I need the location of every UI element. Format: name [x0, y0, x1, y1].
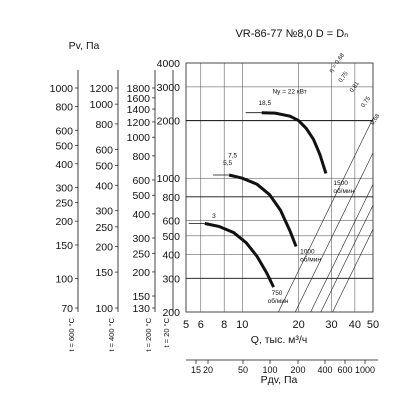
y-tick-label: 3000 — [157, 82, 181, 94]
speed-unit-label: об/мин — [268, 297, 289, 305]
power-label: 18,5 — [258, 100, 271, 107]
temperature-tick-label: 250 — [132, 248, 150, 260]
x-tick-label: 10 — [236, 319, 248, 331]
temperature-tick-label: 400 — [55, 159, 73, 171]
efficiency-label: 0,68 — [370, 113, 382, 127]
chart-title: VR-86-77 №8,0 D = Dₙ — [235, 28, 348, 40]
temperature-tick-label: 500 — [55, 140, 73, 152]
pdv-tick-label: 100 — [262, 365, 277, 375]
efficiency-line — [310, 184, 374, 313]
pdv-tick-label: 1000 — [355, 365, 375, 375]
temperature-tick-label: 1000 — [90, 99, 114, 111]
temperature-tick-label: 300 — [55, 183, 73, 195]
x-tick-label: 50 — [367, 319, 379, 331]
temperature-tick-label: 100 — [55, 273, 73, 285]
temperature-tick-label: 100 — [95, 303, 113, 315]
y-tick-label: 200 — [162, 307, 180, 319]
pv-axis-label: Pv, Па — [69, 40, 100, 52]
temperature-tick-label: 150 — [55, 240, 73, 252]
temperature-tick-label: 400 — [95, 180, 113, 192]
temperature-tick-label: 300 — [95, 206, 113, 218]
speed-label: 1000 — [300, 248, 315, 255]
pdv-tick-label: 200 — [290, 365, 305, 375]
temperature-tick-label: 250 — [95, 222, 113, 234]
x-tick-label: 8 — [221, 319, 227, 331]
efficiency-line — [278, 118, 374, 313]
pdv-tick-label: 15 — [191, 365, 201, 375]
temperature-tick-label: 150 — [95, 267, 113, 279]
temperature-scale-label: t = 400 °C — [107, 317, 116, 351]
pdv-tick-label: 400 — [317, 365, 332, 375]
temperature-tick-label: 600 — [95, 144, 113, 156]
performance-curve — [204, 222, 275, 288]
temperature-tick-label: 500 — [132, 190, 150, 202]
temperature-tick-label: 1400 — [127, 104, 151, 116]
pdv-tick-label: 20 — [203, 365, 213, 375]
pdv-tick-label: 50 — [238, 365, 248, 375]
temperature-scale-label: t = 600 °C — [67, 317, 76, 351]
y-tick-label: 4000 — [157, 58, 181, 70]
temperature-tick-label: 500 — [95, 161, 113, 173]
temperature-scale-label: t = 200 °C — [144, 317, 153, 351]
speed-unit-label: об/мин — [333, 187, 354, 195]
temperature-tick-label: 600 — [55, 125, 73, 137]
x-tick-label: 30 — [325, 319, 337, 331]
y-tick-label: 400 — [162, 249, 180, 261]
temperature-tick-label: 130 — [132, 303, 150, 315]
efficiency-line — [320, 205, 374, 313]
pdv-tick-label: 600 — [337, 365, 352, 375]
speed-unit-label: об/мин — [300, 255, 321, 263]
y-tick-label: 600 — [162, 216, 180, 228]
temperature-tick-label: 1200 — [127, 117, 151, 129]
x-tick-label: 20 — [292, 319, 304, 331]
x-axis-label: Q, тыс. м³/ч — [251, 334, 308, 346]
speed-label: 1500 — [333, 180, 348, 187]
pdv-axis-label: Pдv, Па — [261, 374, 298, 386]
temperature-tick-label: 1600 — [127, 93, 151, 105]
x-tick-label: 40 — [349, 319, 361, 331]
temperature-scale-label: t = 20 °C — [162, 317, 171, 347]
temperature-tick-label: 1800 — [127, 83, 151, 95]
temperature-tick-label: 1200 — [90, 83, 114, 95]
temperature-tick-label: 400 — [132, 209, 150, 221]
efficiency-label: 0,75 — [338, 70, 350, 84]
y-tick-label: 1000 — [157, 173, 181, 185]
efficiency-line — [295, 152, 374, 313]
speed-label: 750 — [272, 290, 283, 297]
temperature-tick-label: 800 — [55, 101, 73, 113]
power-label: 7,5 — [228, 153, 237, 160]
temperature-tick-label: 600 — [132, 175, 150, 187]
performance-curve — [228, 173, 298, 248]
y-tick-label: 2000 — [157, 116, 181, 128]
power-label: 3 — [212, 213, 216, 220]
performance-curve — [261, 111, 328, 174]
power-label: Nу = 22 кВт — [272, 88, 306, 95]
temperature-tick-label: 250 — [55, 198, 73, 210]
y-tick-label: 500 — [162, 231, 180, 243]
temperature-tick-label: 200 — [95, 242, 113, 254]
efficiency-label: 0,81 — [349, 80, 361, 94]
y-tick-label: 300 — [162, 273, 180, 285]
efficiency-line — [332, 229, 374, 313]
temperature-tick-label: 300 — [132, 233, 150, 245]
temperature-tick-label: 70 — [61, 303, 73, 315]
x-tick-label: 6 — [198, 319, 204, 331]
temperature-tick-label: 1000 — [50, 83, 74, 95]
temperature-tick-label: 800 — [132, 151, 150, 163]
temperature-tick-label: 800 — [95, 119, 113, 131]
efficiency-label: 0,75 — [360, 95, 372, 109]
power-label: 5,5 — [223, 160, 232, 167]
temperature-tick-label: 150 — [132, 291, 150, 303]
y-tick-label: 800 — [162, 192, 180, 204]
temperature-tick-label: 1000 — [127, 132, 151, 144]
temperature-tick-label: 200 — [132, 267, 150, 279]
x-tick-label: 5 — [183, 319, 189, 331]
temperature-tick-label: 200 — [55, 216, 73, 228]
